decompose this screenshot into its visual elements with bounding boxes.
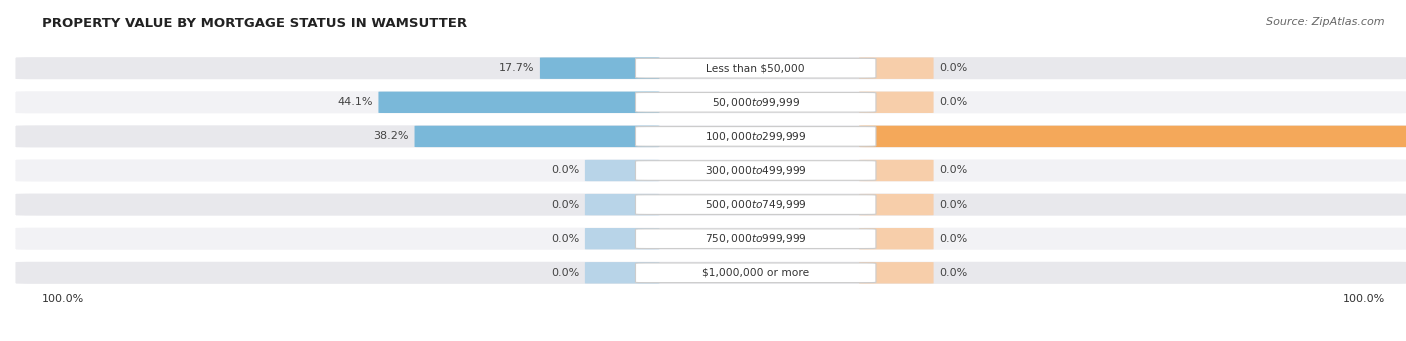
Text: 0.0%: 0.0% <box>939 97 967 107</box>
Text: 0.0%: 0.0% <box>551 165 579 176</box>
FancyBboxPatch shape <box>585 262 659 283</box>
Text: 0.0%: 0.0% <box>939 268 967 278</box>
Text: 38.2%: 38.2% <box>374 131 409 142</box>
Text: $300,000 to $499,999: $300,000 to $499,999 <box>704 164 807 177</box>
FancyBboxPatch shape <box>636 161 876 180</box>
FancyBboxPatch shape <box>859 92 934 113</box>
Text: $100,000 to $299,999: $100,000 to $299,999 <box>704 130 807 143</box>
FancyBboxPatch shape <box>585 228 659 249</box>
Text: 100.0%: 100.0% <box>1343 294 1385 305</box>
FancyBboxPatch shape <box>859 160 934 181</box>
Text: 0.0%: 0.0% <box>939 63 967 73</box>
Text: 0.0%: 0.0% <box>551 234 579 244</box>
FancyBboxPatch shape <box>859 126 1406 147</box>
Text: 0.0%: 0.0% <box>939 234 967 244</box>
Text: $750,000 to $999,999: $750,000 to $999,999 <box>704 232 807 245</box>
Text: 44.1%: 44.1% <box>337 97 373 107</box>
FancyBboxPatch shape <box>636 195 876 214</box>
FancyBboxPatch shape <box>636 92 876 112</box>
FancyBboxPatch shape <box>636 58 876 78</box>
FancyBboxPatch shape <box>14 158 1406 183</box>
FancyBboxPatch shape <box>14 192 1406 217</box>
FancyBboxPatch shape <box>859 228 934 249</box>
Text: $1,000,000 or more: $1,000,000 or more <box>702 268 810 278</box>
Text: Less than $50,000: Less than $50,000 <box>706 63 806 73</box>
FancyBboxPatch shape <box>585 194 659 215</box>
Text: 17.7%: 17.7% <box>499 63 534 73</box>
FancyBboxPatch shape <box>14 226 1406 251</box>
FancyBboxPatch shape <box>415 126 659 147</box>
FancyBboxPatch shape <box>14 90 1406 115</box>
Text: 100.0%: 100.0% <box>42 294 84 305</box>
Text: $500,000 to $749,999: $500,000 to $749,999 <box>704 198 807 211</box>
Text: PROPERTY VALUE BY MORTGAGE STATUS IN WAMSUTTER: PROPERTY VALUE BY MORTGAGE STATUS IN WAM… <box>42 17 467 30</box>
FancyBboxPatch shape <box>585 160 659 181</box>
FancyBboxPatch shape <box>540 58 659 79</box>
Text: $50,000 to $99,999: $50,000 to $99,999 <box>711 96 800 109</box>
FancyBboxPatch shape <box>14 56 1406 80</box>
FancyBboxPatch shape <box>14 124 1406 149</box>
Text: 0.0%: 0.0% <box>551 268 579 278</box>
FancyBboxPatch shape <box>859 194 934 215</box>
Text: Source: ZipAtlas.com: Source: ZipAtlas.com <box>1267 17 1385 27</box>
FancyBboxPatch shape <box>636 229 876 249</box>
FancyBboxPatch shape <box>859 262 934 283</box>
Text: 0.0%: 0.0% <box>939 165 967 176</box>
FancyBboxPatch shape <box>636 263 876 283</box>
Text: 0.0%: 0.0% <box>939 199 967 210</box>
FancyBboxPatch shape <box>636 127 876 146</box>
FancyBboxPatch shape <box>14 261 1406 285</box>
Text: 0.0%: 0.0% <box>551 199 579 210</box>
FancyBboxPatch shape <box>378 92 659 113</box>
FancyBboxPatch shape <box>859 58 934 79</box>
